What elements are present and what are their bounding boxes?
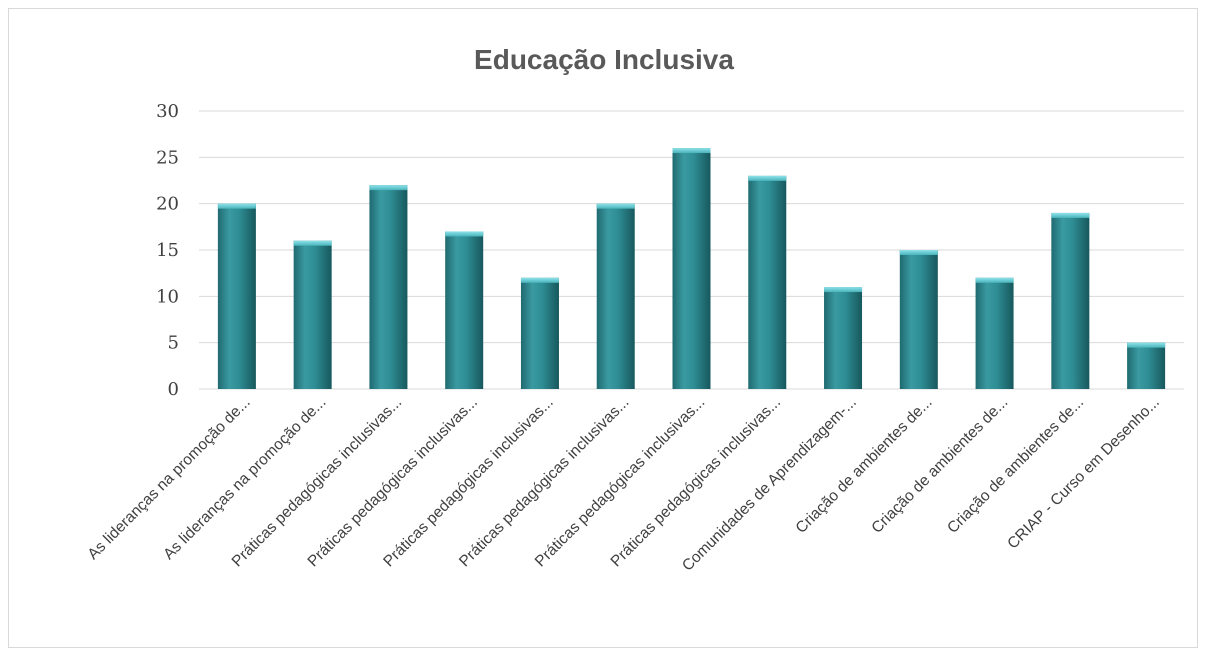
bar-body — [520, 277, 559, 389]
bars — [217, 148, 1166, 389]
x-tick-label: Práticas pedagógicas inclusivas... — [532, 394, 709, 571]
bar — [596, 203, 635, 389]
bar-body — [899, 250, 938, 389]
bar-top-bevel — [596, 203, 635, 209]
bar — [1051, 212, 1090, 389]
bar — [1127, 342, 1166, 389]
bar-top-bevel — [293, 240, 332, 246]
bar-body — [293, 240, 332, 389]
bar-body — [217, 203, 256, 389]
x-tick-label: As lideranças na promoção de... — [85, 394, 254, 563]
bar — [445, 231, 484, 389]
bar — [217, 203, 256, 389]
bar-top-bevel — [748, 175, 787, 181]
chart-frame: Educação Inclusiva 0 5 10 15 20 25 30 As lider… — [8, 8, 1198, 648]
bar-body — [975, 277, 1014, 389]
bar-body — [445, 231, 484, 389]
bar-top-bevel — [824, 287, 863, 293]
y-tick-label: 25 — [156, 147, 179, 168]
bar-body — [596, 203, 635, 389]
y-tick-label: 0 — [168, 379, 179, 400]
y-tick-label: 20 — [156, 194, 179, 215]
bar-top-bevel — [217, 203, 256, 209]
bar-top-bevel — [1127, 342, 1166, 348]
x-tick-label: Criação de ambientes de... — [944, 394, 1087, 537]
bar-top-bevel — [369, 185, 408, 191]
bar-top-bevel — [445, 231, 484, 237]
bar — [899, 250, 938, 389]
bar — [975, 277, 1014, 389]
bar-body — [672, 148, 711, 389]
bar-body — [1127, 342, 1166, 389]
bar — [293, 240, 332, 389]
bar-body — [369, 185, 408, 389]
x-tick-label: Criação de ambientes de... — [868, 394, 1011, 537]
bar-top-bevel — [1051, 212, 1090, 218]
bar — [369, 185, 408, 389]
bar — [520, 277, 559, 389]
x-tick-label: Práticas pedagógicas inclusivas... — [608, 394, 785, 571]
x-tick-label: Práticas pedagógicas inclusivas... — [456, 394, 633, 571]
bar-top-bevel — [975, 277, 1014, 283]
x-axis-ticks: As lideranças na promoção de...As lidera… — [85, 394, 1163, 575]
x-tick-label: CRIAP - Curso em Desenho... — [1004, 394, 1163, 553]
bar-chart: Educação Inclusiva 0 5 10 15 20 25 30 As lider… — [85, 44, 1184, 575]
bar-top-bevel — [672, 148, 711, 154]
x-tick-label: Práticas pedagógicas inclusivas... — [380, 394, 557, 571]
y-tick-label: 10 — [156, 286, 179, 307]
x-tick-label: Criação de ambientes de... — [793, 394, 936, 537]
y-tick-label: 15 — [156, 240, 179, 261]
bar — [824, 287, 863, 389]
bar — [748, 175, 787, 389]
x-tick-label: Práticas pedagógicas inclusivas... — [305, 394, 482, 571]
y-tick-label: 30 — [156, 101, 179, 122]
y-axis-ticks: 0 5 10 15 20 25 30 — [156, 101, 179, 400]
bar — [672, 148, 711, 389]
bar-body — [748, 175, 787, 389]
bar-top-bevel — [520, 277, 559, 283]
bar-body — [824, 287, 863, 389]
chart-title: Educação Inclusiva — [474, 44, 734, 75]
y-tick-label: 5 — [168, 333, 179, 354]
x-tick-label: Práticas pedagógicas inclusivas... — [229, 394, 406, 571]
x-tick-label: As lideranças na promoção de... — [160, 394, 329, 563]
bar-body — [1051, 212, 1090, 389]
bar-top-bevel — [899, 250, 938, 255]
